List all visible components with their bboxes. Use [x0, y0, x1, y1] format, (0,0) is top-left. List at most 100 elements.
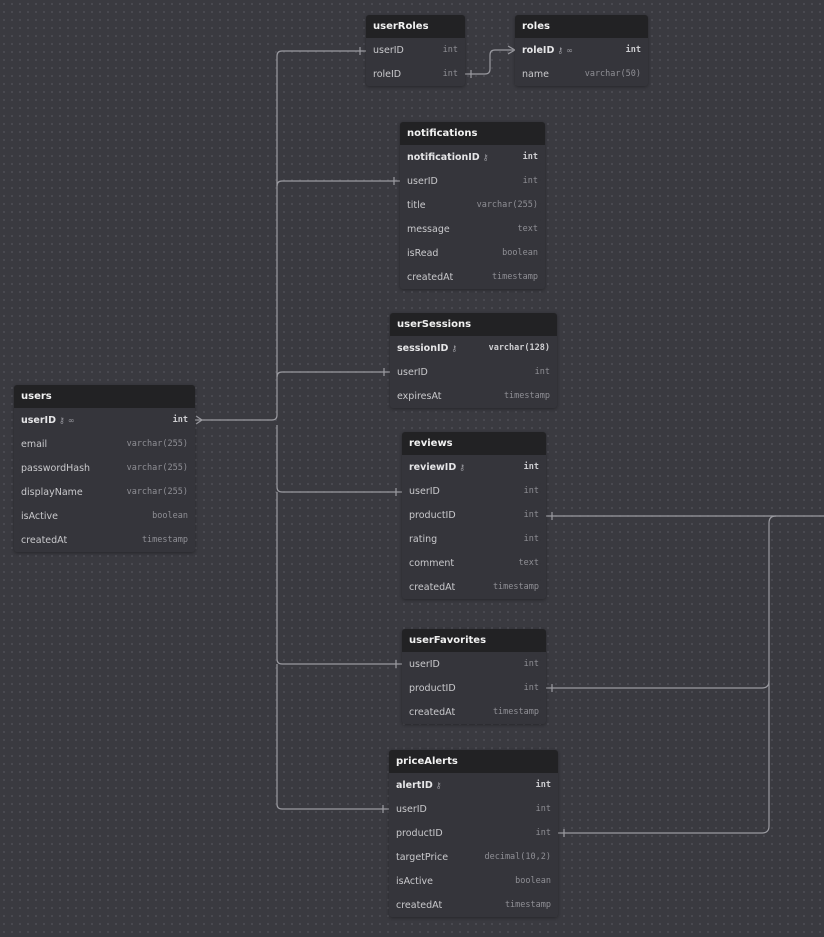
field-row[interactable]: name varchar(50): [515, 62, 648, 86]
field-name: sessionID ⚷: [397, 343, 457, 354]
field-name: rating: [409, 534, 437, 545]
field-row[interactable]: userID ⚷ ∞ int: [14, 408, 195, 432]
field-name: name: [522, 69, 549, 80]
field-name-text: userID: [396, 803, 427, 815]
table-userRoles[interactable]: userRoles userID int roleID int: [366, 15, 465, 86]
table-reviews[interactable]: reviews reviewID ⚷ int userID int productID int…: [402, 432, 546, 599]
field-row[interactable]: userID int: [390, 360, 557, 384]
table-header[interactable]: userSessions: [390, 313, 557, 336]
field-row[interactable]: userID int: [402, 652, 546, 676]
field-type: varchar(255): [126, 439, 188, 449]
field-name-text: isRead: [407, 247, 439, 259]
field-type: text: [517, 224, 538, 234]
table-header[interactable]: userRoles: [366, 15, 465, 38]
table-header[interactable]: priceAlerts: [389, 750, 558, 773]
field-type: int: [522, 176, 538, 186]
field-type: varchar(50): [584, 69, 641, 79]
field-name-text: createdAt: [409, 581, 456, 593]
field-row[interactable]: reviewID ⚷ int: [402, 455, 546, 479]
table-notifications[interactable]: notifications notificationID ⚷ int userID int…: [400, 122, 545, 289]
field-row[interactable]: createdAt timestamp: [14, 528, 195, 552]
field-type: int: [625, 45, 641, 55]
field-name: reviewID ⚷: [409, 462, 465, 473]
field-row[interactable]: roleID int: [366, 62, 465, 86]
field-type: varchar(255): [126, 463, 188, 473]
link-users-userFavorites: [276, 492, 402, 668]
field-row[interactable]: isRead boolean: [400, 241, 545, 265]
field-name-text: createdAt: [21, 534, 68, 546]
field-row[interactable]: comment text: [402, 551, 546, 575]
field-row[interactable]: email varchar(255): [14, 432, 195, 456]
table-header[interactable]: reviews: [402, 432, 546, 455]
field-type: int: [522, 152, 538, 162]
field-name: productID: [409, 683, 456, 694]
field-row[interactable]: productID int: [402, 676, 546, 700]
field-name: userID ⚷ ∞: [21, 415, 75, 426]
link-users-reviews: [276, 425, 402, 496]
field-row[interactable]: passwordHash varchar(255): [14, 456, 195, 480]
field-name: alertID ⚷: [396, 780, 442, 791]
field-row[interactable]: productID int: [402, 503, 546, 527]
field-name-text: userID: [409, 485, 440, 497]
table-roles[interactable]: roles roleID ⚷ ∞ int name varchar(50): [515, 15, 648, 86]
field-row[interactable]: productID int: [389, 821, 558, 845]
table-header[interactable]: users: [14, 385, 195, 408]
field-name: createdAt: [396, 900, 442, 911]
field-name-text: expiresAt: [397, 390, 442, 402]
field-name: comment: [409, 558, 454, 569]
field-row[interactable]: userID int: [400, 169, 545, 193]
field-name: roleID ⚷ ∞: [522, 45, 573, 56]
link-products-trunk: [761, 515, 777, 834]
key-icon: ⚷: [459, 462, 466, 472]
link-users-priceAlerts: [276, 664, 389, 813]
field-type: int: [535, 780, 551, 790]
table-header[interactable]: roles: [515, 15, 648, 38]
table-priceAlerts[interactable]: priceAlerts alertID ⚷ int userID int productID…: [389, 750, 558, 917]
field-type: int: [523, 462, 539, 472]
table-userFavorites[interactable]: userFavorites userID int productID int create…: [402, 629, 546, 724]
field-type: int: [523, 510, 539, 520]
field-name: userID: [409, 659, 440, 670]
field-type: timestamp: [492, 707, 539, 717]
field-type: decimal(10,2): [484, 852, 551, 862]
field-type: int: [442, 69, 458, 79]
key-icon: ⚷: [58, 415, 65, 425]
field-name: userID: [373, 45, 404, 56]
field-type: timestamp: [492, 582, 539, 592]
field-row[interactable]: createdAt timestamp: [402, 700, 546, 724]
field-type: int: [172, 415, 188, 425]
field-row[interactable]: isActive boolean: [14, 504, 195, 528]
field-row[interactable]: title varchar(255): [400, 193, 545, 217]
field-row[interactable]: createdAt timestamp: [402, 575, 546, 599]
field-type: text: [518, 558, 539, 568]
field-row[interactable]: targetPrice decimal(10,2): [389, 845, 558, 869]
field-row[interactable]: message text: [400, 217, 545, 241]
table-users[interactable]: users userID ⚷ ∞ int email varchar(255) passwor…: [14, 385, 195, 552]
field-row[interactable]: displayName varchar(255): [14, 480, 195, 504]
field-name-text: productID: [409, 509, 456, 521]
field-row[interactable]: createdAt timestamp: [400, 265, 545, 289]
field-row[interactable]: createdAt timestamp: [389, 893, 558, 917]
table-userSessions[interactable]: userSessions sessionID ⚷ varchar(128) userID…: [390, 313, 557, 408]
field-row[interactable]: isActive boolean: [389, 869, 558, 893]
field-type: boolean: [502, 248, 538, 258]
field-row[interactable]: notificationID ⚷ int: [400, 145, 545, 169]
field-type: int: [523, 683, 539, 693]
field-row[interactable]: userID int: [402, 479, 546, 503]
field-type: varchar(255): [126, 487, 188, 497]
field-row[interactable]: rating int: [402, 527, 546, 551]
field-name: passwordHash: [21, 463, 90, 474]
link-reviews-products: [546, 512, 824, 520]
field-name-text: message: [407, 223, 450, 235]
table-header[interactable]: userFavorites: [402, 629, 546, 652]
field-row[interactable]: sessionID ⚷ varchar(128): [390, 336, 557, 360]
field-row[interactable]: roleID ⚷ ∞ int: [515, 38, 648, 62]
field-row[interactable]: alertID ⚷ int: [389, 773, 558, 797]
field-row[interactable]: expiresAt timestamp: [390, 384, 557, 408]
field-name-text: roleID: [373, 68, 402, 80]
field-row[interactable]: userID int: [366, 38, 465, 62]
table-header[interactable]: notifications: [400, 122, 545, 145]
field-row[interactable]: userID int: [389, 797, 558, 821]
field-name-text: userID: [21, 414, 56, 426]
